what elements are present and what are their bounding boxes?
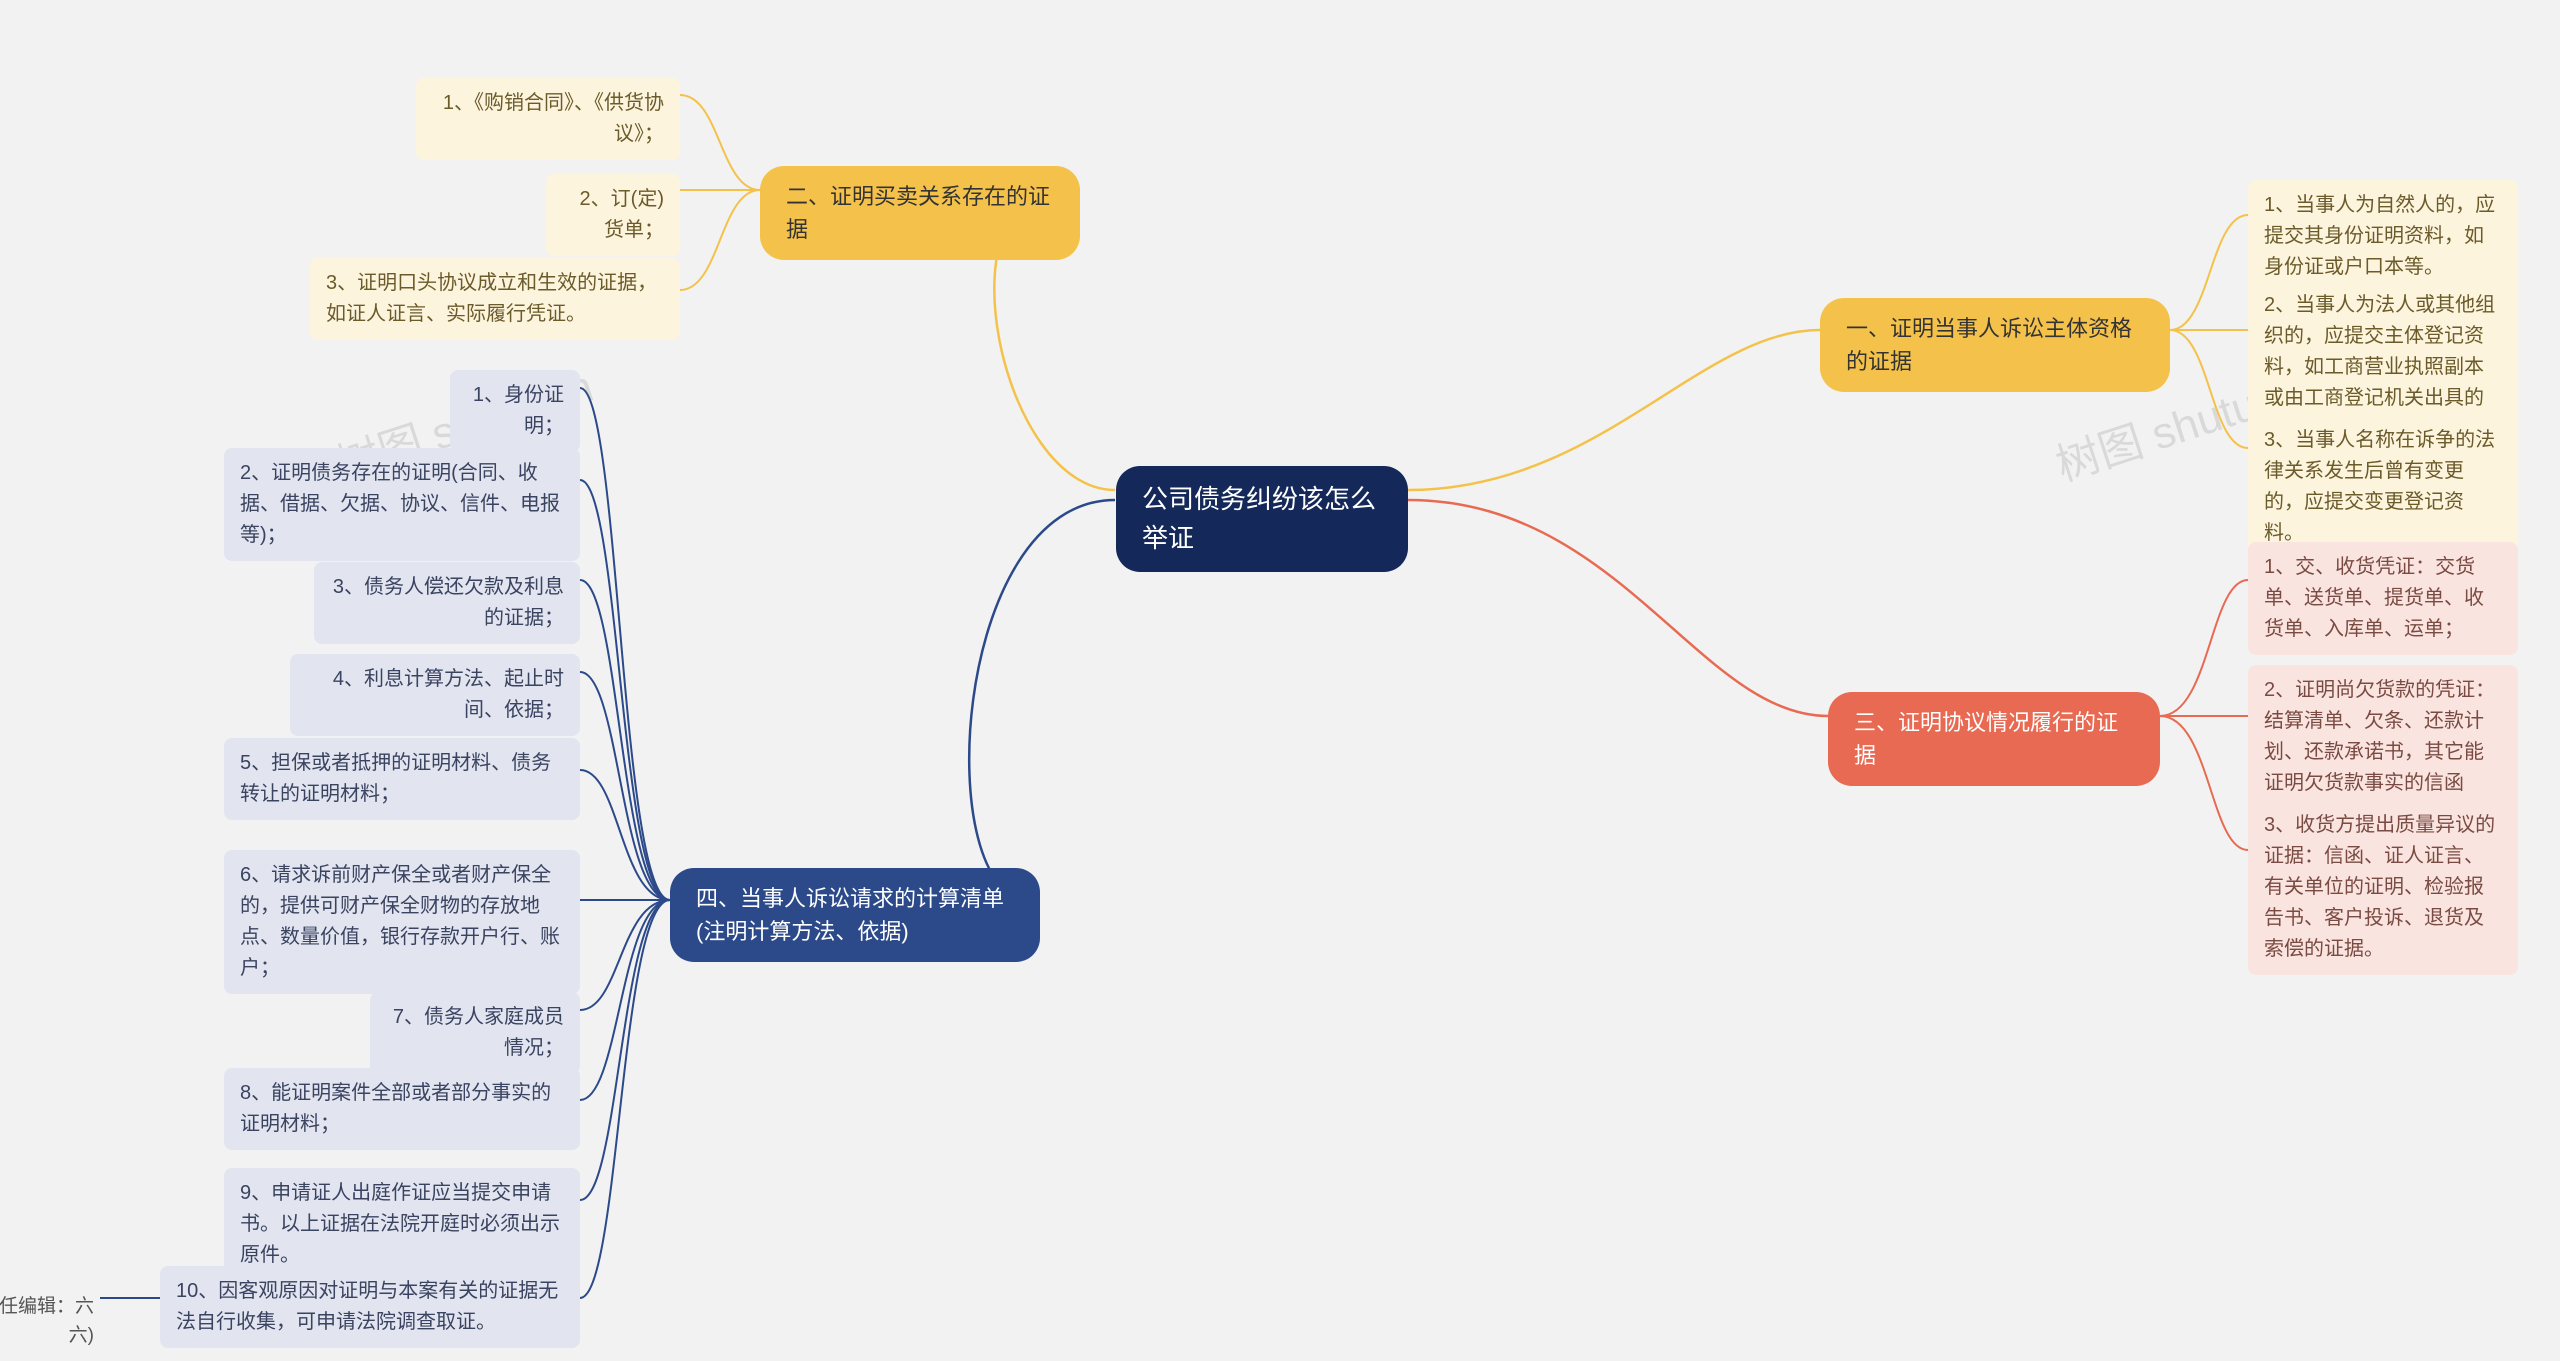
branch-2-label: 二、证明买卖关系存在的证据: [786, 180, 1054, 246]
branch-4-sub: (责任编辑：六六): [0, 1282, 110, 1361]
center-label: 公司债务纠纷该怎么举证: [1142, 480, 1382, 558]
branch-3-leaf-1: 1、交、收货凭证：交货单、送货单、提货单、收货单、入库单、运单；: [2248, 542, 2518, 655]
branch-3-label: 三、证明协议情况履行的证据: [1854, 706, 2134, 772]
branch-3-leaf-3: 3、收货方提出质量异议的证据：信函、证人证言、有关单位的证明、检验报告书、客户投…: [2248, 800, 2518, 975]
branch-1: 一、证明当事人诉讼主体资格的证据: [1820, 298, 2170, 392]
branch-2-leaf-3: 3、证明口头协议成立和生效的证据，如证人证言、实际履行凭证。: [310, 258, 680, 340]
branch-2-leaf-1: 1、《购销合同》、《供货协议》；: [416, 78, 680, 160]
branch-4-leaf-6: 6、请求诉前财产保全或者财产保全的，提供可财产保全财物的存放地点、数量价值，银行…: [224, 850, 580, 994]
branch-1-leaf-3: 3、当事人名称在诉争的法律关系发生后曾有变更的，应提交变更登记资料。: [2248, 415, 2518, 559]
branch-3: 三、证明协议情况履行的证据: [1828, 692, 2160, 786]
branch-4-leaf-3: 3、债务人偿还欠款及利息的证据；: [314, 562, 580, 644]
branch-4-leaf-10: 10、因客观原因对证明与本案有关的证据无法自行收集，可申请法院调查取证。: [160, 1266, 580, 1348]
branch-4-leaf-4: 4、利息计算方法、起止时间、依据；: [290, 654, 580, 736]
branch-4-leaf-5: 5、担保或者抵押的证明材料、债务转让的证明材料；: [224, 738, 580, 820]
branch-4-leaf-8: 8、能证明案件全部或者部分事实的证明材料；: [224, 1068, 580, 1150]
branch-2-leaf-2: 2、订(定)货单；: [546, 174, 680, 256]
branch-4-leaf-1: 1、身份证明；: [450, 370, 580, 452]
branch-2: 二、证明买卖关系存在的证据: [760, 166, 1080, 260]
branch-4-leaf-2: 2、证明债务存在的证明(合同、收据、借据、欠据、协议、信件、电报等)；: [224, 448, 580, 561]
branch-4-leaf-7: 7、债务人家庭成员情况；: [370, 992, 580, 1074]
branch-1-leaf-1: 1、当事人为自然人的，应提交其身份证明资料，如身份证或户口本等。: [2248, 180, 2518, 293]
branch-1-label: 一、证明当事人诉讼主体资格的证据: [1846, 312, 2144, 378]
branch-4-leaf-9: 9、申请证人出庭作证应当提交申请书。以上证据在法院开庭时必须出示原件。: [224, 1168, 580, 1281]
branch-4-label: 四、当事人诉讼请求的计算清单(注明计算方法、依据): [696, 882, 1014, 948]
center-node: 公司债务纠纷该怎么举证: [1116, 466, 1408, 572]
branch-4: 四、当事人诉讼请求的计算清单(注明计算方法、依据): [670, 868, 1040, 962]
